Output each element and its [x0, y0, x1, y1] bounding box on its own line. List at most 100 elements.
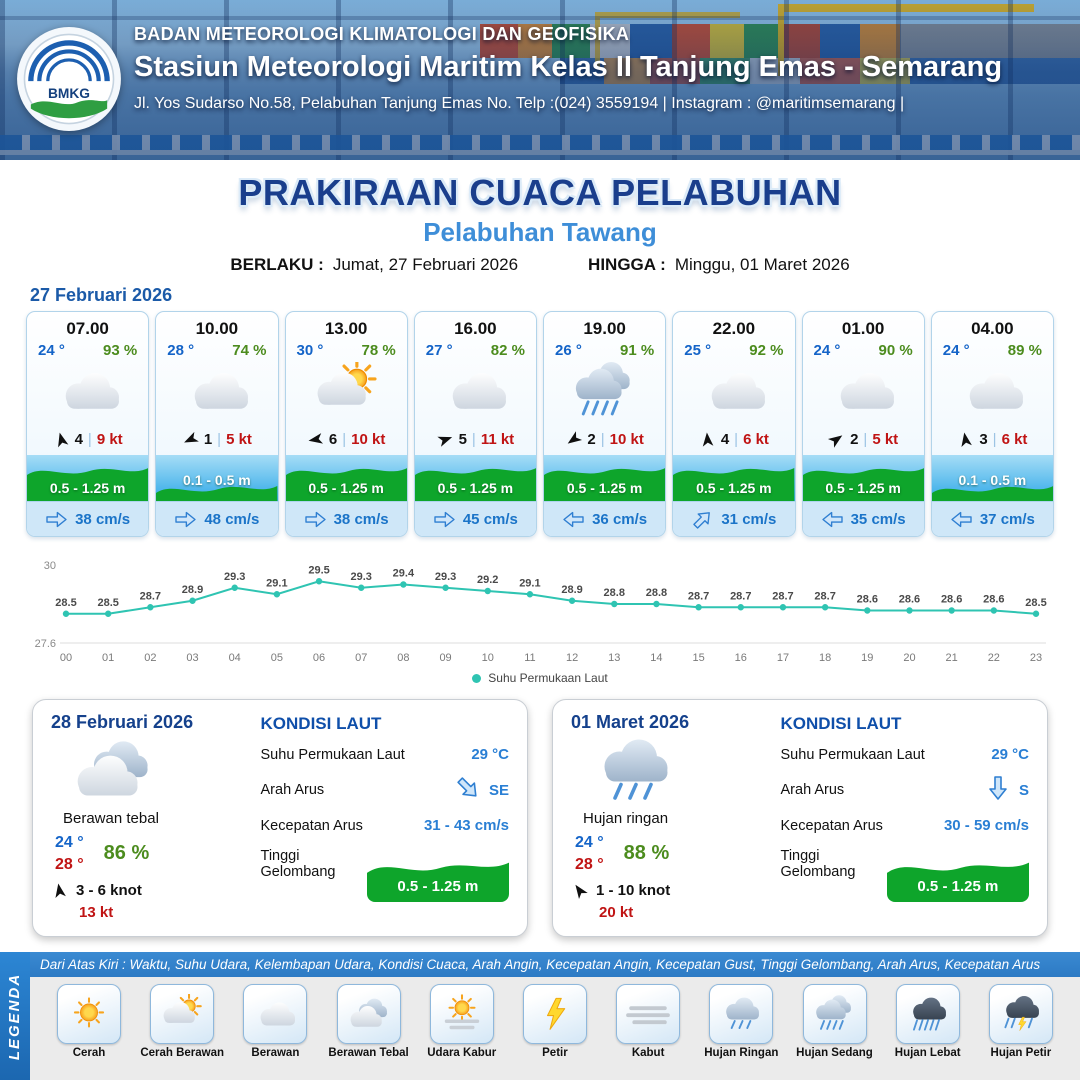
current-direction-icon	[45, 510, 68, 529]
svg-text:28.6: 28.6	[899, 594, 920, 606]
outlook-cards-row: 28 Februari 2026 Berawan tebal 24 ° 28 °…	[0, 699, 1080, 937]
forecast-time: 01.00	[841, 319, 885, 338]
forecast-date: 27 Februari 2026	[30, 285, 173, 305]
wind-direction-icon	[828, 431, 845, 448]
temp-max: 28 °	[575, 855, 604, 873]
temps: 24 ° 28 °	[55, 832, 84, 875]
humidity: 93 %	[103, 342, 138, 359]
svg-text:28.5: 28.5	[1025, 597, 1046, 609]
legend-item: Hujan Ringan	[696, 984, 786, 1080]
air-temperature: 24 °	[942, 342, 970, 359]
wind-direction-icon	[436, 431, 454, 448]
outlook-date: 28 Februari 2026	[51, 712, 194, 732]
air-temperature: 28 °	[167, 342, 195, 359]
forecast-card: 22.00 25 ° 92 % 4 | 6 kt 0.5 - 1.25 m 31	[672, 311, 796, 537]
sea-conditions-title: KONDISI LAUT	[780, 714, 902, 733]
gust-speed: 13 kt	[79, 904, 114, 922]
wind-range: 3 - 6 knot	[76, 882, 142, 900]
humidity: 74 %	[232, 342, 267, 359]
current-direction-icon	[821, 510, 844, 529]
wind-row: 2 | 5 kt	[803, 423, 924, 455]
svg-text:04: 04	[229, 652, 241, 664]
svg-text:28.6: 28.6	[983, 594, 1004, 606]
legend-weather-icon	[709, 984, 774, 1044]
current-speed: 38 cm/s	[333, 510, 389, 528]
svg-text:05: 05	[271, 652, 283, 664]
humidity: 78 %	[361, 342, 396, 359]
legend-label: Hujan Lebat	[894, 1047, 961, 1059]
current-direction-icon	[691, 510, 714, 529]
forecast-card: 13.00 30 ° 78 % 6 | 10 kt 0.5 - 1.25 m 3…	[284, 311, 408, 537]
air-temperature: 24 °	[813, 342, 841, 359]
port-name: Pelabuhan Tawang	[423, 217, 657, 247]
outlook-weather-column: 01 Maret 2026 Hujan ringan 24 ° 28 ° 88 …	[571, 712, 773, 924]
wind-direction-icon	[571, 882, 588, 900]
chart-legend-dot	[472, 673, 482, 683]
svg-text:12: 12	[566, 652, 578, 664]
legend-title: LEGENDA	[6, 972, 24, 1060]
sea-conditions-title: KONDISI LAUT	[260, 714, 382, 733]
svg-text:29.3: 29.3	[224, 571, 245, 583]
current-direction-icon	[174, 510, 197, 529]
valid-from: BERLAKU : Jumat, 27 Februari 2026	[230, 255, 518, 275]
wave-height-badge: 0.5 - 1.25 m	[366, 848, 509, 902]
header-text: BADAN METEOROLOGI KLIMATOLOGI DAN GEOFIS…	[134, 24, 1072, 113]
forecast-time: 16.00	[454, 319, 497, 338]
svg-text:28.9: 28.9	[182, 584, 203, 596]
bmkg-logo: BMKG	[16, 26, 122, 132]
svg-text:22: 22	[988, 652, 1000, 664]
wind-speed: 10 kt	[351, 430, 386, 448]
weather-icon	[51, 735, 253, 807]
current-direction-text: SE	[488, 781, 509, 799]
svg-text:23: 23	[1030, 652, 1042, 664]
humidity: 82 %	[490, 342, 525, 359]
wind-direction-icon	[565, 430, 583, 448]
divider: |	[217, 430, 222, 448]
legend-item: Cerah	[44, 984, 134, 1080]
svg-text:09: 09	[439, 652, 451, 664]
legend-item: Hujan Lebat	[883, 984, 973, 1080]
humidity: 86 %	[103, 842, 150, 865]
forecast-time: 10.00	[195, 319, 239, 338]
current-row: 38 cm/s	[27, 501, 149, 536]
current-row: 48 cm/s	[156, 501, 278, 536]
divider: |	[87, 430, 92, 448]
humidity: 91 %	[620, 342, 655, 359]
current-speed: 35 cm/s	[850, 510, 906, 528]
wind-force: 1	[203, 430, 213, 448]
weather-icon	[673, 359, 794, 423]
svg-text:17: 17	[777, 652, 789, 664]
legend-item: Hujan Sedang	[790, 984, 880, 1080]
forecast-time: 07.00	[66, 319, 109, 338]
temp-humidity-block: 24 ° 28 ° 86 %	[51, 832, 253, 875]
wind-row: 3 | 6 kt	[932, 423, 1053, 455]
forecast-cards-row: 07.00 24 ° 93 % 4 | 9 kt 0.5 - 1.25 m 38	[0, 311, 1080, 537]
weather-icon	[415, 359, 536, 423]
legend-item: Berawan Tebal	[324, 984, 414, 1080]
valid-until-value: Minggu, 01 Maret 2026	[674, 255, 850, 274]
svg-text:21: 21	[946, 652, 958, 664]
wind-speed: 10 kt	[609, 430, 644, 448]
forecast-card: 16.00 27 ° 82 % 5 | 11 kt 0.5 - 1.25 m 4…	[413, 311, 537, 537]
condition-label: Berawan tebal	[63, 810, 159, 827]
outlook-weather-column: 28 Februari 2026 Berawan tebal 24 ° 28 °…	[51, 712, 253, 924]
forecast-card: 07.00 24 ° 93 % 4 | 9 kt 0.5 - 1.25 m 38	[26, 311, 150, 537]
wind-direction-icon	[51, 882, 68, 899]
current-direction-icon	[950, 510, 973, 529]
current-direction-icon	[304, 510, 327, 529]
wind-force: 2	[587, 430, 596, 448]
valid-from-label: BERLAKU :	[230, 255, 324, 274]
svg-text:28.7: 28.7	[688, 590, 709, 602]
current-direction-label: Arah Arus	[260, 782, 325, 798]
divider: |	[992, 430, 997, 448]
sst-row: Suhu Permukaan Laut 29 °C	[261, 746, 509, 763]
svg-text:20: 20	[903, 652, 915, 664]
current-speed-row: Kecepatan Arus 30 - 59 cm/s	[781, 817, 1029, 834]
wave-height-row: Tinggi Gelombang 0.5 - 1.25 m	[261, 848, 509, 902]
wave-height-band: 0.5 - 1.25 m	[27, 455, 149, 501]
legend-label: Berawan Tebal	[328, 1047, 409, 1059]
legend-section: LEGENDA Dari Atas Kiri : Waktu, Suhu Uda…	[0, 952, 1080, 1080]
current-speed: 31 cm/s	[721, 510, 777, 528]
forecast-card: 19.00 26 ° 91 % 2 | 10 kt 0.5 - 1.25 m 3…	[543, 311, 667, 537]
wind-row: 4 | 9 kt	[27, 423, 148, 455]
